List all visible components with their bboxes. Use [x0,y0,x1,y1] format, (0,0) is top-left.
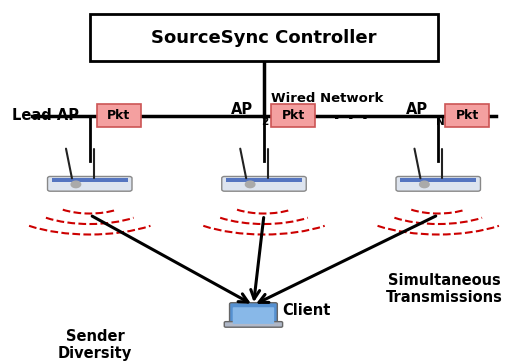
FancyBboxPatch shape [224,322,282,327]
FancyBboxPatch shape [446,104,489,127]
FancyBboxPatch shape [90,14,438,61]
Bar [226,178,302,183]
FancyBboxPatch shape [233,307,274,324]
FancyBboxPatch shape [230,303,277,325]
Text: Simultaneous
Transmissions: Simultaneous Transmissions [385,273,502,305]
Circle shape [71,181,81,188]
Text: Wired Network: Wired Network [271,92,383,105]
FancyBboxPatch shape [271,104,315,127]
Text: 2: 2 [261,117,269,127]
Text: Pkt: Pkt [107,109,130,122]
Text: Client: Client [282,303,331,318]
Text: AP: AP [406,101,428,117]
Circle shape [420,181,429,188]
Circle shape [246,181,255,188]
FancyBboxPatch shape [222,177,306,191]
FancyBboxPatch shape [48,177,132,191]
Text: . . .: . . . [333,104,369,123]
Text: AP: AP [231,101,253,117]
Text: Pkt: Pkt [281,109,305,122]
Bar [400,178,476,183]
FancyBboxPatch shape [97,104,140,127]
Text: Sender
Diversity: Sender Diversity [58,329,132,361]
Text: Pkt: Pkt [456,109,479,122]
Text: SourceSync Controller: SourceSync Controller [151,29,377,47]
FancyBboxPatch shape [396,177,480,191]
Bar [52,178,128,183]
Text: N: N [436,117,445,127]
Text: Lead AP: Lead AP [12,108,79,123]
